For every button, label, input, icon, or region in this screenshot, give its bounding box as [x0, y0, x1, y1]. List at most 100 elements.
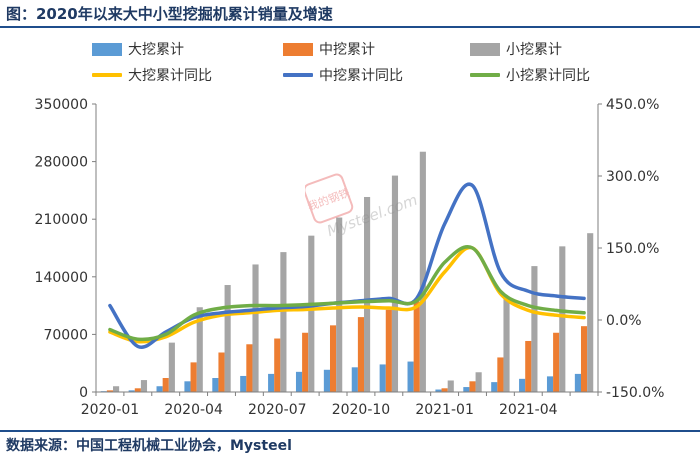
bar-large-2021-02 [463, 387, 470, 392]
bar-small-2020-01 [113, 386, 120, 392]
y-left-tick-label: 350000 [35, 97, 88, 113]
bar-mid-2020-03 [162, 378, 169, 392]
bar-mid-2020-09 [329, 325, 337, 392]
bar-large-2020-10 [351, 367, 358, 392]
bar-large-2020-03 [156, 386, 163, 392]
legend-large-yoy: 大挖累计同比 [92, 65, 212, 85]
bar-mid-2020-08 [302, 332, 309, 392]
x-tick-label: 2020-07 [248, 402, 307, 418]
x-tick-label: 2020-10 [332, 402, 391, 418]
bar-small-2020-12 [419, 151, 426, 392]
bar-small-2021-04 [531, 266, 538, 392]
bar-small-2020-02 [140, 380, 148, 392]
bar-large-2020-09 [323, 369, 330, 392]
bar-large-2021-05 [546, 376, 554, 392]
bar-large-2020-05 [212, 378, 219, 392]
bar-mid-2020-04 [190, 362, 197, 392]
bar-small-2020-03 [168, 342, 175, 392]
bar-small-2021-03 [503, 299, 510, 392]
x-tick-label: 2021-04 [499, 402, 558, 418]
legend-label-large-yoy: 大挖累计同比 [128, 68, 212, 84]
legend-mid-yoy: 中挖累计同比 [283, 65, 403, 85]
bar-large-2020-06 [240, 375, 247, 392]
bar-small-2020-10 [364, 196, 371, 392]
legend: 大挖累计 中挖累计 小挖累计 大挖累计同比 中挖累计同比 小挖累计同比 [0, 36, 700, 86]
bar-mid-2020-12 [413, 301, 420, 392]
bar-small-2020-06 [252, 264, 259, 392]
bar-large-2020-08 [295, 371, 303, 392]
bar-large-2020-12 [407, 361, 414, 392]
legend-label-mid-yoy: 中挖累计同比 [319, 68, 403, 84]
legend-large-cum: 大挖累计 [92, 39, 184, 59]
bar-large-2021-01 [435, 389, 442, 392]
legend-small-cum: 小挖累计 [470, 39, 562, 59]
y-left-tick-label: 0 [79, 385, 88, 401]
legend-label-mid-cum: 中挖累计 [319, 42, 375, 58]
bar-small-2020-04 [196, 307, 203, 392]
x-tick-label: 2021-01 [415, 402, 474, 418]
watermark: 我的钢铁 Mysteel.com [305, 173, 420, 240]
bar-mid-2020-01 [106, 390, 114, 392]
y-right-tick-label: 150.0% [606, 241, 659, 257]
bar-large-2021-03 [491, 382, 498, 392]
y-left-tick-label: 70000 [43, 327, 88, 343]
legend-swatch-small [470, 42, 500, 56]
bar-mid-2021-05 [553, 332, 560, 392]
line-large-yoy [108, 245, 586, 344]
bar-mid-2020-07 [274, 338, 281, 392]
bar-large-2020-11 [379, 364, 386, 392]
y-right-tick-label: 0.0% [606, 313, 642, 329]
bar-small-2021-02 [475, 372, 482, 392]
source-divider [0, 430, 700, 432]
bar-large-2020-04 [184, 381, 191, 392]
axes-layer: 0 70000 140000 210000 280000 350000 -150.0% 0.0… [35, 97, 665, 418]
y-right-tick-label: 300.0% [606, 169, 659, 185]
y-left-tick-label: 280000 [35, 155, 88, 171]
bar-small-2020-11 [391, 175, 399, 392]
bar-mid-2021-02 [469, 381, 476, 392]
legend-label-large-cum: 大挖累计 [128, 42, 184, 58]
bar-small-2021-05 [559, 246, 566, 392]
bar-small-2020-08 [308, 235, 315, 392]
bar-mid-2021-01 [441, 388, 448, 392]
bar-large-2021-06 [574, 373, 581, 392]
line-layer [108, 182, 586, 349]
bar-small-2020-09 [336, 217, 343, 392]
legend-small-yoy: 小挖累计同比 [470, 65, 590, 85]
legend-label-small-cum: 小挖累计 [506, 42, 562, 58]
chart-plot: 0 70000 140000 210000 280000 350000 -150.0% 0.0… [35, 97, 665, 418]
bar-large-2021-04 [519, 378, 526, 392]
y-left-tick-label: 210000 [35, 212, 88, 228]
bar-mid-2020-06 [246, 344, 253, 392]
bar-mid-2020-10 [357, 317, 365, 392]
bar-mid-2021-03 [497, 357, 504, 392]
legend-swatch-large-yoy [92, 73, 122, 77]
source-note: 数据来源：中国工程机械工业协会，Mysteel [6, 438, 292, 454]
bar-mid-2021-06 [580, 326, 588, 392]
legend-swatch-large [92, 42, 122, 56]
bar-mid-2020-05 [218, 352, 225, 392]
legend-swatch-mid [283, 42, 313, 56]
bar-small-2021-06 [587, 233, 594, 392]
bar-mid-2020-11 [385, 309, 392, 392]
y-left-tick-label: 140000 [35, 270, 88, 286]
legend-mid-cum: 中挖累计 [283, 39, 375, 59]
bar-small-2020-05 [224, 285, 231, 392]
x-tick-label: 2020-01 [81, 402, 140, 418]
bar-mid-2020-02 [134, 388, 141, 392]
watermark-stamp: 我的钢铁 [306, 185, 352, 213]
y-right-tick-label: -150.0% [606, 385, 664, 401]
chart-title: 图：2020年以来大中小型挖掘机累计销量及增速 [6, 5, 333, 23]
bar-mid-2021-04 [525, 340, 532, 392]
title-divider [0, 26, 700, 28]
legend-label-small-yoy: 小挖累计同比 [506, 68, 590, 84]
bar-large-2020-07 [268, 373, 275, 392]
x-tick-label: 2020-04 [164, 402, 223, 418]
y-right-tick-label: 450.0% [606, 97, 659, 113]
bar-small-2021-01 [447, 380, 454, 392]
bar-large-2020-02 [128, 390, 135, 392]
legend-swatch-mid-yoy [283, 73, 313, 77]
bar-layer [100, 151, 594, 392]
watermark-stamp-frame [305, 173, 354, 224]
legend-swatch-small-yoy [470, 73, 500, 77]
